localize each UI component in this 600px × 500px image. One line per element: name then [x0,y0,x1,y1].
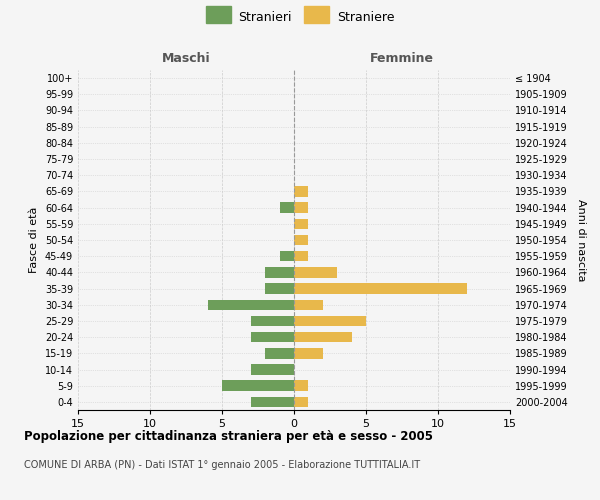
Y-axis label: Anni di nascita: Anni di nascita [576,198,586,281]
Bar [294,300,323,310]
Text: Popolazione per cittadinanza straniera per età e sesso - 2005: Popolazione per cittadinanza straniera p… [24,430,433,443]
Bar [222,380,294,391]
Bar [251,316,294,326]
Bar [294,234,308,246]
Bar [294,251,308,262]
Bar [251,396,294,407]
Bar [280,202,294,213]
Bar [294,218,308,229]
Y-axis label: Fasce di età: Fasce di età [29,207,39,273]
Legend: Stranieri, Straniere: Stranieri, Straniere [202,6,398,28]
Bar [294,267,337,278]
Bar [265,284,294,294]
Bar [251,364,294,375]
Bar [265,348,294,358]
Bar [294,316,366,326]
Bar [294,284,467,294]
Bar [294,348,323,358]
Bar [251,332,294,342]
Text: Femmine: Femmine [370,52,434,65]
Bar [294,380,308,391]
Bar [265,267,294,278]
Bar [294,202,308,213]
Bar [294,396,308,407]
Text: COMUNE DI ARBA (PN) - Dati ISTAT 1° gennaio 2005 - Elaborazione TUTTITALIA.IT: COMUNE DI ARBA (PN) - Dati ISTAT 1° genn… [24,460,420,470]
Bar [280,251,294,262]
Bar [208,300,294,310]
Bar [294,186,308,196]
Text: Maschi: Maschi [161,52,211,65]
Bar [294,332,352,342]
